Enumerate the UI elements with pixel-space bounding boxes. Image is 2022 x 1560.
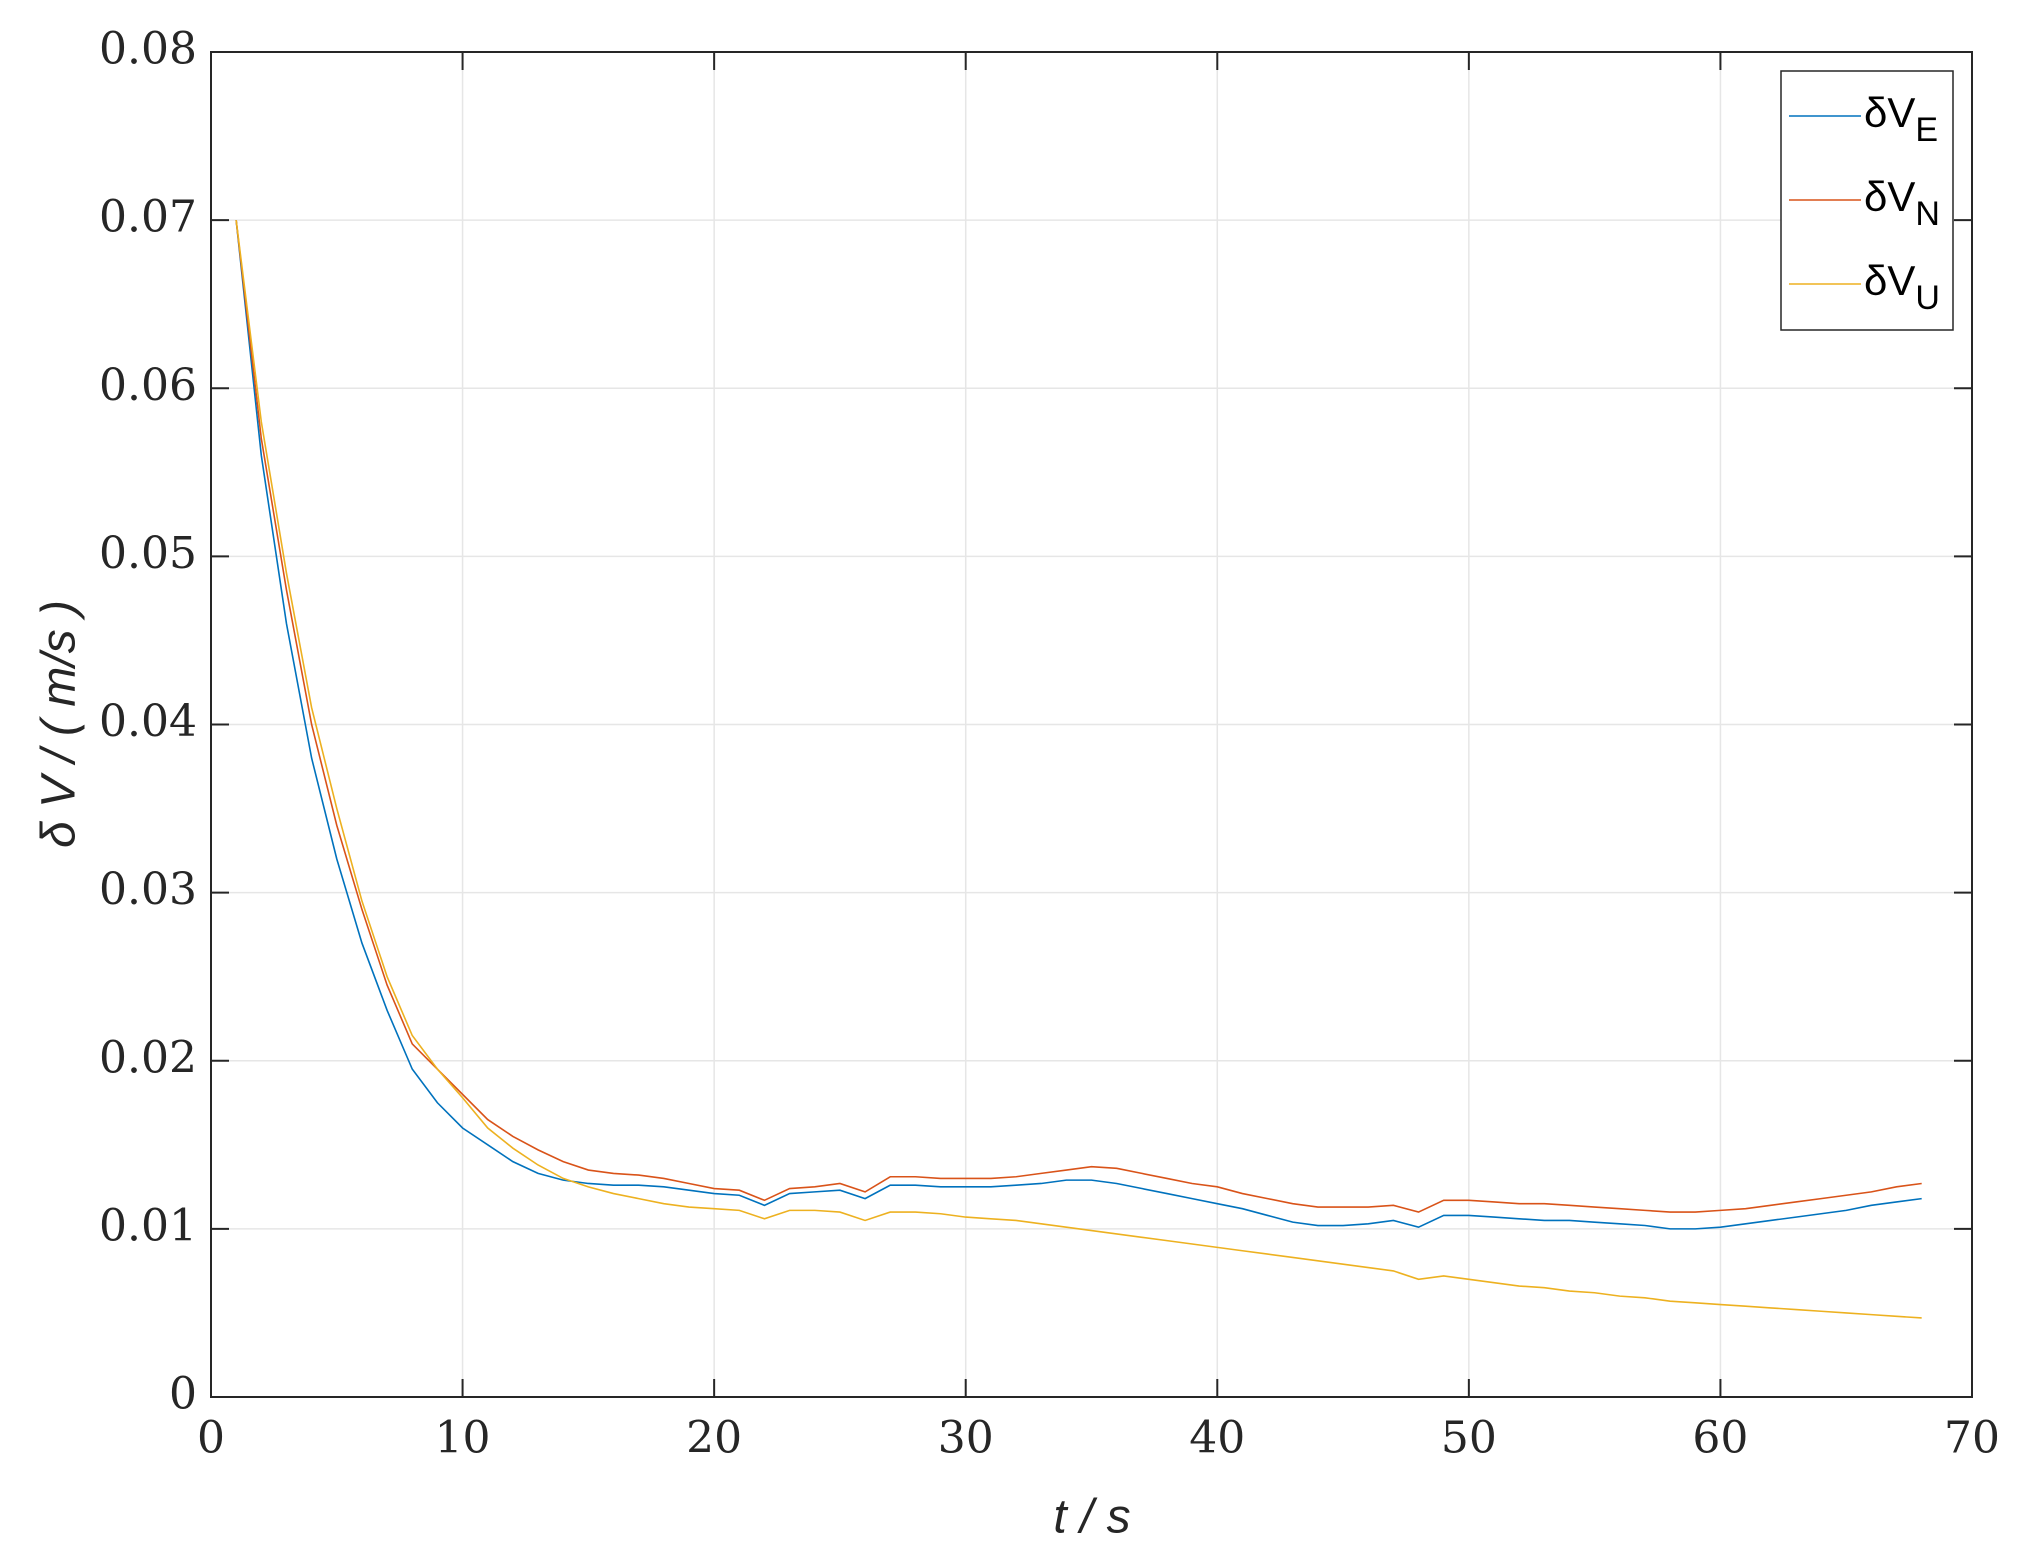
data-line	[235, 220, 1922, 1213]
x-tick-label: 10	[435, 1413, 491, 1464]
x-tick-label: 0	[197, 1413, 225, 1464]
y-tick-label: 0	[169, 1369, 197, 1420]
y-tick-label: 0.07	[99, 192, 197, 243]
y-tick-label: 0.02	[99, 1032, 197, 1083]
legend-label-sub: U	[1915, 279, 1940, 317]
legend-label: δVN	[1864, 173, 1940, 233]
legend-label-main: δV	[1864, 89, 1915, 136]
x-tick-label: 40	[1189, 1413, 1245, 1464]
legend-label: δVU	[1864, 257, 1940, 317]
y-tick-label: 0.08	[99, 24, 197, 75]
y-tick-label: 0.06	[99, 360, 197, 411]
legend-label-main: δV	[1864, 257, 1915, 304]
data-line	[235, 220, 1922, 1230]
x-tick-label: 50	[1441, 1413, 1497, 1464]
y-tick-label: 0.03	[99, 864, 197, 915]
x-tick-label: 20	[686, 1413, 742, 1464]
legend-label-sub: E	[1915, 111, 1938, 149]
y-tick-label: 0.04	[99, 696, 197, 747]
y-tick-label: 0.01	[99, 1200, 197, 1251]
data-line	[235, 220, 1922, 1319]
y-axis-label: δ V / ( m/s )	[33, 600, 86, 848]
legend-label-main: δV	[1864, 173, 1915, 220]
x-axis-label: t / s	[1053, 1491, 1130, 1544]
legend-label-sub: N	[1915, 195, 1940, 233]
x-tick-label: 60	[1692, 1413, 1748, 1464]
x-tick-label: 30	[938, 1413, 994, 1464]
legend-label: δVE	[1864, 89, 1938, 149]
y-tick-label: 0.05	[99, 528, 197, 579]
x-tick-label: 70	[1944, 1413, 2000, 1464]
axes-box	[210, 51, 1973, 1398]
